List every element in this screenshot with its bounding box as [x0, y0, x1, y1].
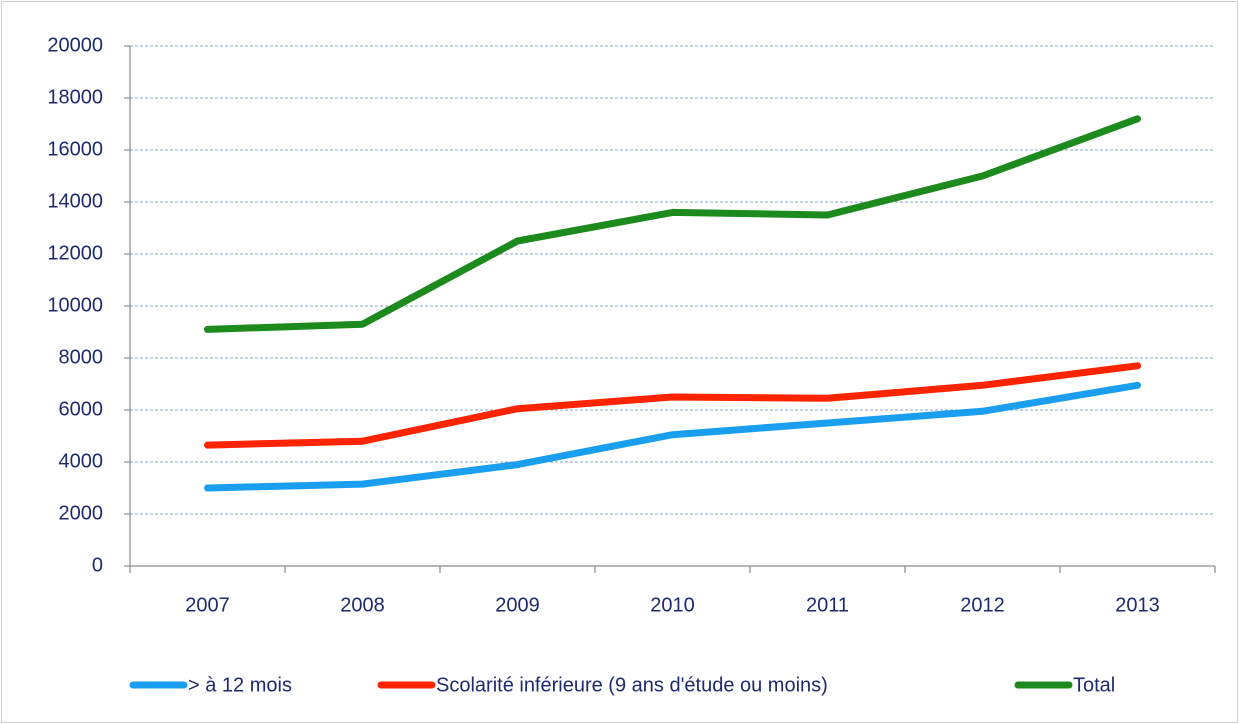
y-tick-label: 4000 [59, 450, 104, 472]
x-tick-label: 2009 [495, 594, 540, 616]
x-tick-label: 2013 [1115, 594, 1160, 616]
y-tick-label: 20000 [47, 34, 103, 56]
y-tick-label: 18000 [47, 86, 103, 108]
x-tick-label: 2010 [650, 594, 695, 616]
y-tick-label: 12000 [47, 242, 103, 264]
legend-label: > à 12 mois [188, 674, 292, 696]
x-tick-label: 2011 [806, 594, 849, 616]
x-tick-label: 2008 [340, 594, 385, 616]
y-tick-label: 16000 [47, 138, 103, 160]
line-series [204, 115, 1141, 333]
line-series [204, 362, 1141, 449]
y-tick-label: 10000 [47, 294, 103, 316]
x-tick-label: 2007 [185, 594, 230, 616]
line-series [204, 381, 1141, 492]
y-tick-label: 2000 [59, 502, 104, 524]
x-tick-label: 2012 [960, 594, 1005, 616]
y-tick-label: 14000 [47, 190, 103, 212]
y-tick-label: 8000 [59, 346, 104, 368]
legend-label: Scolarité inférieure (9 ans d'étude ou m… [436, 674, 828, 696]
y-tick-label: 0 [92, 554, 103, 576]
y-tick-label: 6000 [59, 398, 104, 420]
legend-label: Total [1073, 674, 1115, 696]
